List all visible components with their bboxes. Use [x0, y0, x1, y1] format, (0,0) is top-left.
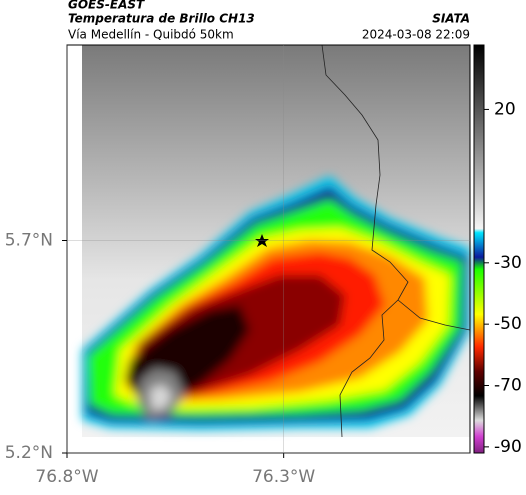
x-tick-label: 76.8°W — [35, 467, 98, 487]
header: GOES-EAST Temperatura de Brillo CH13 Vía… — [68, 0, 470, 42]
colorbar — [473, 44, 485, 454]
y-tick-label: 5.7°N — [5, 231, 53, 251]
colorbar-tick-label: -90 — [494, 437, 522, 457]
y-tick-label: 5.2°N — [5, 443, 53, 463]
title: GOES-EAST — [68, 0, 145, 12]
satellite-image — [82, 44, 471, 438]
route: Vía Medellín - Quibdó 50km — [68, 28, 234, 42]
timestamp: 2024-03-08 22:09 — [362, 28, 470, 42]
x-tick-label: 76.3°W — [252, 467, 315, 487]
subtitle: Temperatura de Brillo CH13 — [68, 12, 255, 26]
colorbar-tick-label: 20 — [494, 99, 516, 119]
colorbar-tick-label: -30 — [494, 253, 522, 273]
colorbar-tick-label: -50 — [494, 314, 522, 334]
source: SIATA — [432, 12, 470, 26]
colorbar-tick-label: -70 — [494, 376, 522, 396]
